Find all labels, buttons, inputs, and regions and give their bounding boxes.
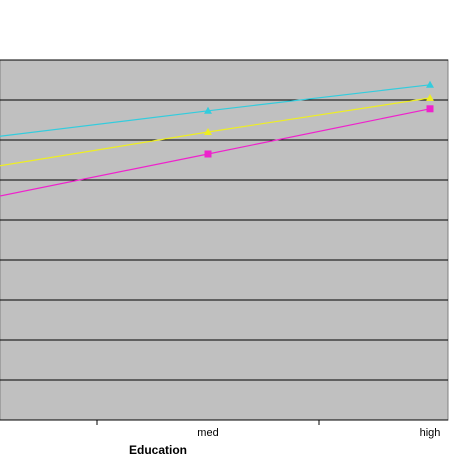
point-marker [426, 105, 434, 113]
plot-area [0, 59, 449, 421]
point-marker [204, 106, 212, 114]
point-marker [204, 150, 212, 158]
x-tick-label: med [197, 427, 218, 439]
point-marker [204, 128, 212, 135]
point-marker [426, 80, 434, 88]
x-tick-label: high [420, 427, 441, 439]
point-marker [426, 94, 434, 101]
x-axis-label: Education [129, 443, 187, 457]
